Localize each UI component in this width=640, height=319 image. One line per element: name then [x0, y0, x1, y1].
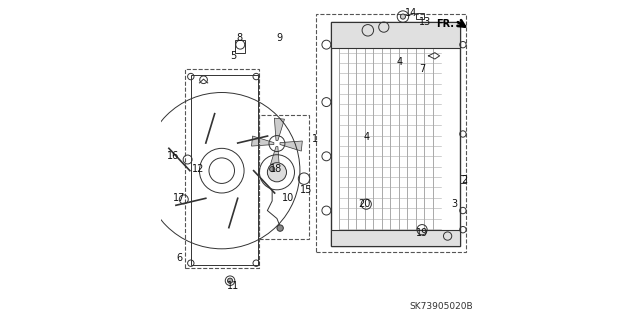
Bar — [259, 115, 309, 239]
Bar — [316, 14, 466, 252]
Circle shape — [227, 278, 232, 283]
Polygon shape — [280, 141, 302, 151]
Polygon shape — [252, 136, 274, 146]
Circle shape — [401, 14, 406, 19]
Text: 10: 10 — [282, 193, 294, 203]
Text: 15: 15 — [300, 185, 313, 195]
Text: 9: 9 — [276, 33, 282, 43]
Polygon shape — [269, 147, 280, 169]
Bar — [186, 69, 259, 268]
Text: FR.: FR. — [436, 19, 454, 29]
Bar — [191, 75, 258, 265]
Text: 4: 4 — [397, 57, 403, 67]
Bar — [331, 22, 460, 246]
Text: 19: 19 — [416, 228, 428, 238]
Text: 7: 7 — [419, 63, 425, 74]
Text: 20: 20 — [358, 199, 371, 209]
Bar — [416, 13, 424, 19]
Circle shape — [277, 225, 284, 231]
Text: 2: 2 — [461, 175, 467, 185]
Text: 4: 4 — [363, 132, 369, 142]
Bar — [460, 175, 466, 183]
Text: 14: 14 — [404, 8, 417, 18]
Text: SK73905020B: SK73905020B — [410, 302, 473, 311]
Polygon shape — [275, 118, 284, 140]
Text: 17: 17 — [173, 193, 185, 203]
Bar — [331, 22, 460, 48]
Text: 1: 1 — [312, 134, 318, 144]
Text: 12: 12 — [192, 164, 204, 174]
Text: 5: 5 — [230, 51, 236, 61]
Text: 11: 11 — [227, 280, 239, 291]
Circle shape — [269, 167, 275, 172]
Circle shape — [268, 163, 287, 182]
Text: 13: 13 — [419, 17, 431, 27]
Text: 6: 6 — [176, 253, 182, 263]
Text: 8: 8 — [237, 33, 243, 43]
Bar — [331, 230, 460, 246]
Text: 3: 3 — [451, 199, 457, 209]
Text: 18: 18 — [270, 164, 282, 174]
Bar — [236, 40, 245, 53]
Text: 16: 16 — [167, 151, 179, 161]
